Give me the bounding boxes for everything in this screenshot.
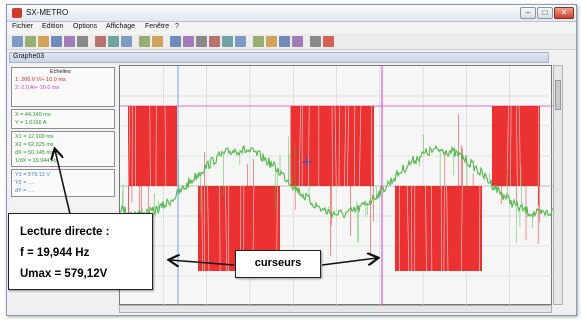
voltage-pwm-gap <box>225 185 228 272</box>
voltage-pwm-gap <box>298 105 301 187</box>
voltage-pwm-block <box>128 106 177 186</box>
voltage-pwm-gap <box>478 185 481 272</box>
voltage-pwm-gap <box>201 185 204 272</box>
xy-icon[interactable] <box>253 36 264 47</box>
cursors-callout: curseurs <box>235 250 321 278</box>
menu-fenetre[interactable]: Fenêtre <box>145 23 170 30</box>
cursor-x1-value: X1 = 12.100 ms <box>15 134 54 140</box>
voltage-pwm-block <box>395 186 482 271</box>
scales-box: Echelles 1: 200.0 V/÷ 10.0 ms 2: 2.0 A/÷… <box>11 67 115 107</box>
close-button[interactable]: ✕ <box>554 7 574 19</box>
scale-channel-2: 2: 2.0 A/÷ 10.0 ms <box>15 85 60 91</box>
grid-icon[interactable] <box>170 36 181 47</box>
scale-channel-1: 1: 200.0 V/÷ 10.0 ms <box>15 77 66 83</box>
delete-icon[interactable] <box>139 36 150 47</box>
export-icon[interactable] <box>51 36 62 47</box>
arrow-to-right-cursor <box>321 258 377 266</box>
voltage-pwm-gap <box>353 105 356 187</box>
current-waveform <box>119 144 554 220</box>
voltage-pwm-gap <box>406 185 410 272</box>
window-icon[interactable] <box>279 36 290 47</box>
plot-canvas[interactable] <box>119 66 554 306</box>
help-icon[interactable] <box>310 36 321 47</box>
zoom-in-icon[interactable] <box>209 36 220 47</box>
menu-help[interactable]: ? <box>175 23 179 30</box>
window-alt-icon[interactable] <box>292 36 303 47</box>
voltage-pwm-gap <box>443 185 445 272</box>
menu-edition[interactable]: Edition <box>42 23 64 30</box>
vertical-scrollbar[interactable] <box>553 65 563 305</box>
cursor-x-value: X = 44.240 ms <box>15 112 51 118</box>
voltage-pwm-gap <box>334 105 337 187</box>
save-icon[interactable] <box>38 36 49 47</box>
voltage-pwm-gap <box>207 185 210 272</box>
voltage-pwm-gap <box>344 105 347 187</box>
oscilloscope-plot[interactable] <box>119 65 554 306</box>
cursor-frequency-value: 1/dX = 19.944 Hz <box>15 158 58 164</box>
erase-icon[interactable] <box>152 36 163 47</box>
maximize-button[interactable]: □ <box>537 7 553 19</box>
measurement-panel: Echelles 1: 200.0 V/÷ 10.0 ms 2: 2.0 A/÷… <box>9 65 117 225</box>
stop-icon[interactable] <box>323 36 334 47</box>
zoom-fit-icon[interactable] <box>235 36 246 47</box>
voltage-pwm-gap <box>338 105 340 187</box>
cursor-xy-box: X = 44.240 ms Y = 1.0166 A <box>11 109 115 129</box>
table-icon[interactable] <box>183 36 194 47</box>
voltage-pwm-gap <box>425 185 427 272</box>
cursor-x2-value: X2 = 62.325 ms <box>15 142 54 148</box>
voltage-pwm-gap <box>510 105 512 187</box>
cursor-y1-value: Y1 = 579.12 V <box>15 172 51 178</box>
minimize-button[interactable]: – <box>520 7 536 19</box>
voltage-pwm-gap <box>518 105 521 187</box>
voltage-pwm-gap <box>307 105 310 187</box>
voltage-pwm-gap <box>346 105 350 187</box>
zoom-out-icon[interactable] <box>222 36 233 47</box>
menu-fichier[interactable]: Fichier <box>12 23 34 30</box>
voltage-pwm-gap <box>359 105 362 187</box>
paste-icon[interactable] <box>121 36 132 47</box>
menu-bar: Fichier Edition Options Affichage Fenêtr… <box>7 22 576 34</box>
vertical-scroll-thumb[interactable] <box>555 80 561 110</box>
horizontal-scrollbar[interactable] <box>119 305 552 313</box>
menu-options[interactable]: Options <box>73 23 98 30</box>
scales-title: Echelles <box>50 69 71 75</box>
cursor-y-value: Y = 1.0166 A <box>15 120 47 126</box>
voltage-pwm-block <box>492 106 540 186</box>
cut-icon[interactable] <box>95 36 106 47</box>
cursor-dy-value: dY = … <box>15 188 34 194</box>
window-title: SX-METRO <box>26 8 69 17</box>
voltage-pwm-gap <box>164 105 167 187</box>
app-logo-icon <box>12 8 22 18</box>
voltage-pwm-gap <box>516 105 518 187</box>
copy-icon[interactable] <box>108 36 119 47</box>
voltage-pwm-gap <box>460 185 463 272</box>
voltage-pwm-gap <box>128 105 131 187</box>
callout-title: Lecture directe : <box>20 226 110 238</box>
voltage-pwm-gap <box>149 105 151 187</box>
direct-reading-callout: Lecture directe : f = 19,944 Hz Umax = 5… <box>8 213 153 290</box>
voltage-pwm-gap <box>219 185 221 272</box>
voltage-pwm-gap <box>446 185 449 272</box>
new-icon[interactable] <box>12 36 23 47</box>
graph-window-title[interactable]: Graphe03 <box>9 52 549 63</box>
cursor-y2-value: Y2 = … <box>15 180 34 186</box>
arrow-to-frequency <box>55 150 71 215</box>
title-bar[interactable]: SX-METRO – □ ✕ <box>7 5 576 22</box>
open-icon[interactable] <box>25 36 36 47</box>
toolbar <box>7 34 576 50</box>
cursor-dx-value: dX = 50.145 ms <box>15 150 54 156</box>
print-icon[interactable] <box>77 36 88 47</box>
arrow-to-left-cursor <box>170 260 235 265</box>
edit-icon[interactable] <box>266 36 277 47</box>
app-window: SX-METRO – □ ✕ Fichier Edition Options A… <box>6 4 577 316</box>
callout-umax: Umax = 579,12V <box>20 268 108 280</box>
curve-icon[interactable] <box>196 36 207 47</box>
callout-frequency: f = 19,944 Hz <box>20 247 90 259</box>
menu-affichage[interactable]: Affichage <box>106 23 136 30</box>
import-icon[interactable] <box>64 36 75 47</box>
